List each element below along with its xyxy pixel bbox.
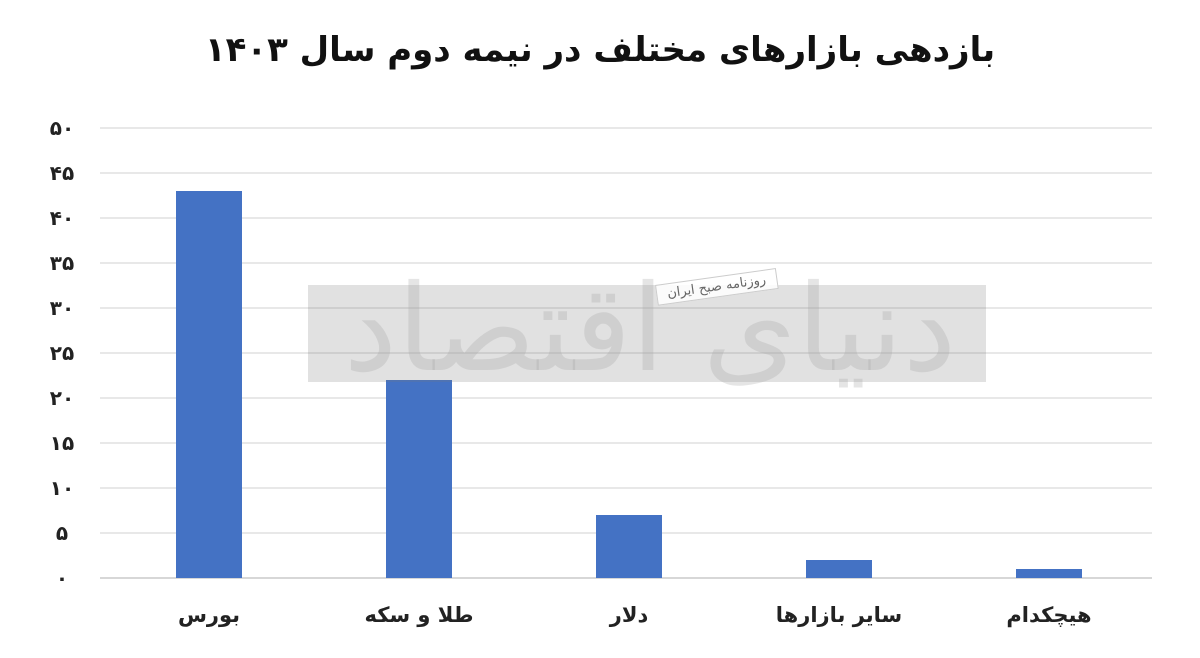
x-category-label: دلار [609,603,649,627]
bar [596,515,662,578]
y-tick-label: ۲۰ [50,386,74,410]
y-tick-label: ۳۰ [50,296,74,320]
y-tick-label: ۰ [56,566,68,590]
y-tick-label: ۴۰ [50,206,74,230]
y-tick-label: ۵۰ [50,116,74,140]
chart-title: بازدهی بازارهای مختلف در نیمه دوم سال ۱۴… [204,30,996,70]
y-tick-label: ۴۵ [50,161,74,185]
x-category-label: بورس [178,603,240,627]
x-category-label: هیچکدام [1006,603,1091,627]
watermark-band [308,285,986,382]
y-tick-label: ۵ [56,521,68,545]
y-tick-label: ۲۵ [50,341,74,365]
bar [1016,569,1082,578]
bar [386,380,452,578]
x-category-label: سایر بازارها [776,603,902,627]
bar [176,191,242,578]
y-tick-label: ۱۰ [50,476,74,500]
y-tick-label: ۳۵ [50,251,74,275]
y-tick-label: ۱۵ [50,431,74,455]
x-category-label: طلا و سکه [365,603,474,627]
bar [806,560,872,578]
